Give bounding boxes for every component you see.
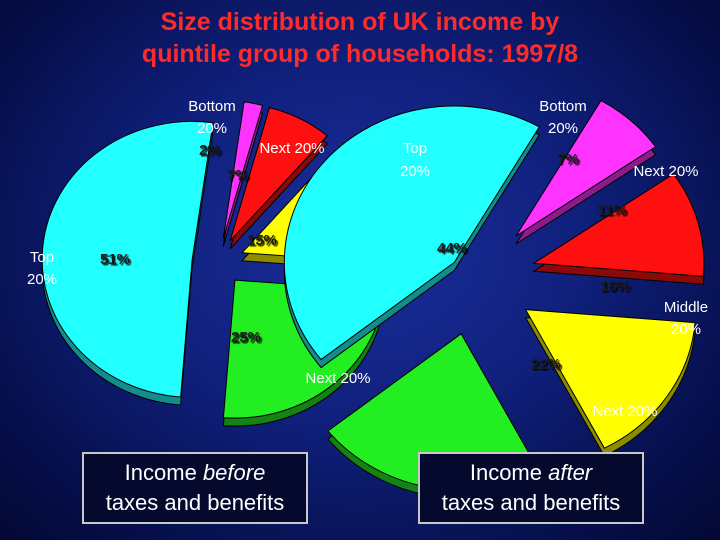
value-label-middle-20-2: 15% bbox=[247, 232, 277, 249]
caption-after-prefix: Income bbox=[469, 460, 549, 485]
category-label-middle-20-2-line-1: Middle bbox=[664, 299, 708, 316]
caption-after-line-2: taxes and benefits bbox=[441, 490, 621, 515]
category-label-top-20-4-line-2: 20% bbox=[400, 163, 430, 180]
slice-next-20-1 bbox=[229, 107, 329, 242]
chart-title-line-2: quintile group of households: 1997/8 bbox=[141, 40, 579, 68]
slice-top-20-4 bbox=[41, 120, 214, 398]
category-label-bottom-20-0-line-1: Bottom bbox=[539, 98, 587, 115]
caption-income-after: Income after taxes and benefits bbox=[418, 452, 644, 524]
value-label-next-20-3: 25% bbox=[231, 329, 261, 346]
category-label-next-20-3-line-1: Next 20% bbox=[305, 370, 370, 387]
category-label-top-20-4-line-1: Top bbox=[30, 249, 54, 266]
value-label-bottom-20-0: 2% bbox=[199, 142, 221, 159]
category-label-next-20-1-line-1: Next 20% bbox=[259, 140, 324, 157]
caption-before-emphasis: before bbox=[202, 460, 266, 485]
chart-title: Size distribution of UK income by quinti… bbox=[0, 6, 720, 70]
slice-bottom-20-0 bbox=[222, 101, 264, 239]
category-label-bottom-20-0-line-2: 20% bbox=[548, 120, 578, 137]
caption-after-emphasis: after bbox=[548, 460, 593, 485]
slice-middle-20-2 bbox=[524, 308, 696, 449]
pie-chart-after: 7% 11% 16% 22% 44% Bottom 20% Next 20% Middle 20%… bbox=[283, 98, 708, 499]
slice-next-20-1 bbox=[532, 173, 705, 277]
slice-bottom-20-0 bbox=[515, 99, 657, 237]
chart-title-line-1: Size distribution of UK income by bbox=[160, 8, 560, 36]
category-label-middle-20-2-line-2: 20% bbox=[671, 321, 701, 338]
value-label-next-20-3: 22% bbox=[531, 356, 561, 373]
slice-top-20-4 bbox=[283, 105, 541, 361]
value-label-top-20-4: 44% bbox=[437, 240, 467, 257]
category-label-top-20-4-line-1: Top bbox=[403, 140, 427, 157]
caption-before-line-2: taxes and benefits bbox=[105, 490, 285, 515]
value-label-middle-20-2: 16% bbox=[600, 278, 630, 295]
category-label-bottom-20-0-line-2: 20% bbox=[197, 120, 227, 137]
category-label-next-20-1-line-1: Next 20% bbox=[633, 163, 698, 180]
caption-before-prefix: Income bbox=[124, 460, 203, 485]
value-label-next-20-1: 11% bbox=[597, 202, 626, 219]
caption-after-line-1: Income after bbox=[420, 458, 642, 488]
category-label-top-20-4-line-2: 20% bbox=[27, 271, 57, 288]
value-label-bottom-20-0: 7% bbox=[557, 151, 579, 168]
value-label-top-20-4: 51% bbox=[100, 251, 130, 268]
caption-income-before: Income before taxes and benefits bbox=[82, 452, 308, 524]
category-label-bottom-20-0-line-1: Bottom bbox=[188, 98, 236, 115]
category-label-next-20-3-line-1: Next 20% bbox=[592, 403, 657, 420]
value-label-next-20-1: 7% bbox=[227, 167, 249, 184]
caption-before-line-1: Income before bbox=[84, 458, 306, 488]
